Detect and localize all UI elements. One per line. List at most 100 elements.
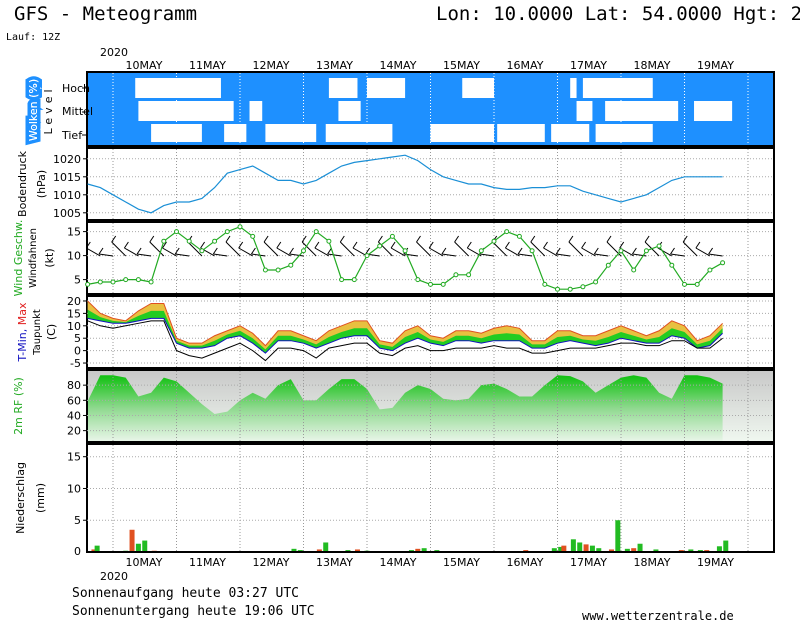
cloud-clear-hoch [582, 78, 653, 98]
precip-bar [415, 548, 421, 551]
wind-point [199, 248, 205, 254]
page-title: GFS - Meteogramm [14, 3, 198, 25]
wind-point [262, 267, 268, 273]
wind-barb [632, 253, 647, 257]
wind-barb [657, 247, 673, 257]
wind-point [656, 243, 662, 249]
y-tick-label: 15 [67, 226, 81, 239]
wind-barb-flag [682, 235, 688, 243]
wind-barb [416, 241, 431, 257]
precipitation-bars [91, 520, 729, 551]
y-tick-label: 10 [67, 250, 81, 263]
y-tick-label: 5 [74, 274, 81, 287]
tmin-line [87, 317, 723, 354]
temp-unit: (C) [45, 324, 58, 340]
y-tick-label: 0 [74, 545, 81, 558]
sunset-text: Sonnenuntergang heute 19:06 UTC [72, 604, 315, 619]
y-tick-label: 10 [67, 320, 81, 333]
cloud-clear-hoch [570, 78, 577, 98]
wind-barb [251, 253, 266, 257]
cloud-clear-tief [224, 124, 247, 142]
wind-barb [175, 253, 190, 257]
precip-bar [297, 550, 303, 551]
wind-barb [86, 247, 101, 257]
wind-barb-flag [162, 241, 167, 249]
wind-point [85, 281, 91, 287]
precip-bar [94, 545, 100, 551]
wind-point [148, 279, 154, 285]
precip-bar [354, 549, 360, 551]
wind-barb-flag [390, 241, 396, 249]
wind-barb [289, 253, 304, 257]
wind-barb-flag [428, 241, 434, 249]
wind-point [529, 248, 535, 254]
date-label-top-0: 10MAY [126, 59, 163, 72]
wind-barb-flag [289, 247, 294, 255]
cloud-clear-mittel [605, 101, 679, 121]
wind-barb-flag [276, 241, 282, 249]
temp-ylabel2: Taupunkt [32, 309, 43, 356]
wind-barb [390, 247, 406, 257]
wind-barb-flag [225, 235, 231, 243]
wind-barb [276, 247, 292, 257]
wind-barb-flag [631, 247, 637, 255]
precip-bar [596, 548, 602, 551]
date-label-bottom-8: 18MAY [634, 556, 671, 569]
wind-barb [111, 241, 127, 257]
precip-bar [434, 550, 440, 551]
wind-barb [492, 241, 508, 257]
precip-bar [608, 549, 614, 551]
wind-barb-flag [568, 235, 574, 243]
y-tick-label: 1020 [53, 153, 81, 166]
wind-barb-flag [593, 247, 599, 255]
date-label-bottom-6: 16MAY [507, 556, 544, 569]
date-label-bottom-3: 13MAY [316, 556, 353, 569]
wind-point [593, 279, 599, 285]
wind-point [351, 277, 357, 283]
wind-point [161, 238, 167, 244]
wind-barb-flag [504, 241, 510, 249]
wind-barb [594, 253, 609, 257]
precip-bar [561, 545, 567, 551]
website-link[interactable]: www.wetterzentrale.de [582, 609, 734, 623]
wind-barb-flag [619, 241, 625, 249]
wind-point [313, 229, 319, 235]
wind-barb-flag [98, 247, 104, 255]
wind-barb-flag [365, 247, 371, 255]
y-tick-label: 80 [67, 379, 81, 392]
precip-bar [637, 543, 643, 551]
y-tick-label: 5 [74, 332, 81, 345]
level-mittel: Mittel [62, 105, 93, 118]
cloud-clear-tief [325, 124, 393, 142]
temp-ylabel: T-Min, Max [16, 302, 29, 362]
tmax-line [87, 300, 723, 347]
date-label-top-8: 18MAY [634, 59, 671, 72]
cloud-clear-mittel [576, 101, 593, 121]
y-tick-label: 1010 [53, 189, 81, 202]
pressure-series-line [87, 154, 723, 214]
date-label-top-5: 15MAY [443, 59, 480, 72]
wind-barb [263, 241, 279, 257]
wind-barb [225, 241, 241, 257]
wind-point [110, 279, 116, 285]
precip-bar [570, 539, 576, 551]
wind-point [224, 229, 230, 235]
wind-barb [149, 241, 165, 257]
humidity-area [88, 375, 723, 441]
wind-barb-flag [581, 241, 587, 249]
wind-barb [682, 241, 698, 257]
y-tick-label: 1015 [53, 171, 81, 184]
precip-bar [678, 550, 684, 551]
cloud-clear-mittel [138, 101, 234, 121]
wind-point [250, 233, 256, 239]
wind-barb [454, 241, 469, 257]
top-date-labels: 10MAY 11MAY 12MAY 13MAY 14MAY 15MAY 16MAY 17MAY… [126, 59, 735, 72]
wind-barb [162, 247, 177, 257]
wind-point [428, 281, 433, 287]
precip-bar [142, 540, 148, 551]
sunrise-text: Sonnenaufgang heute 03:27 UTC [72, 586, 299, 601]
precip-bar [129, 529, 135, 551]
wind-point [275, 267, 281, 273]
precip-bar [624, 548, 630, 551]
wind-point [389, 233, 395, 239]
